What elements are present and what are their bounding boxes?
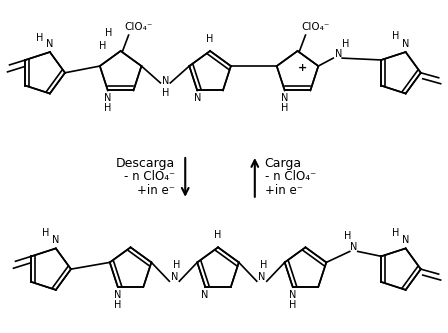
Text: Carga: Carga [265,157,302,169]
Text: H: H [172,260,180,270]
Text: ClO₄⁻: ClO₄⁻ [301,22,330,32]
Text: H: H [42,227,50,237]
Text: H: H [260,260,267,270]
Text: H: H [392,31,400,41]
Text: H: H [104,103,112,113]
Text: N: N [335,49,342,59]
Text: - n ClO₄⁻: - n ClO₄⁻ [124,170,175,183]
Text: H: H [392,227,400,237]
Text: N: N [104,93,112,103]
Text: N: N [46,39,54,49]
Text: N: N [114,290,121,300]
Text: H: H [105,28,112,38]
Text: H: H [281,103,289,113]
Text: H: H [289,300,296,310]
Text: N: N [194,93,201,103]
Text: H: H [36,33,43,43]
Text: H: H [342,39,350,49]
Text: +in e⁻: +in e⁻ [137,184,175,197]
Text: N: N [281,93,289,103]
Text: +in e⁻: +in e⁻ [265,184,303,197]
Text: H: H [162,88,169,98]
Text: N: N [202,290,209,300]
Text: N: N [52,235,60,245]
Text: H: H [99,41,107,51]
Text: N: N [402,235,409,245]
Text: N: N [402,39,409,49]
Text: H: H [207,34,214,44]
Text: H: H [114,300,121,310]
Text: ClO₄⁻: ClO₄⁻ [125,22,153,32]
Text: H: H [344,230,352,240]
Text: Descarga: Descarga [116,157,175,169]
Text: N: N [162,76,169,86]
Text: N: N [258,272,266,282]
Text: N: N [289,290,296,300]
Text: N: N [171,272,178,282]
Text: N: N [350,242,358,252]
Text: - n ClO₄⁻: - n ClO₄⁻ [265,170,316,183]
Text: +: + [298,63,307,73]
Text: H: H [214,230,222,240]
